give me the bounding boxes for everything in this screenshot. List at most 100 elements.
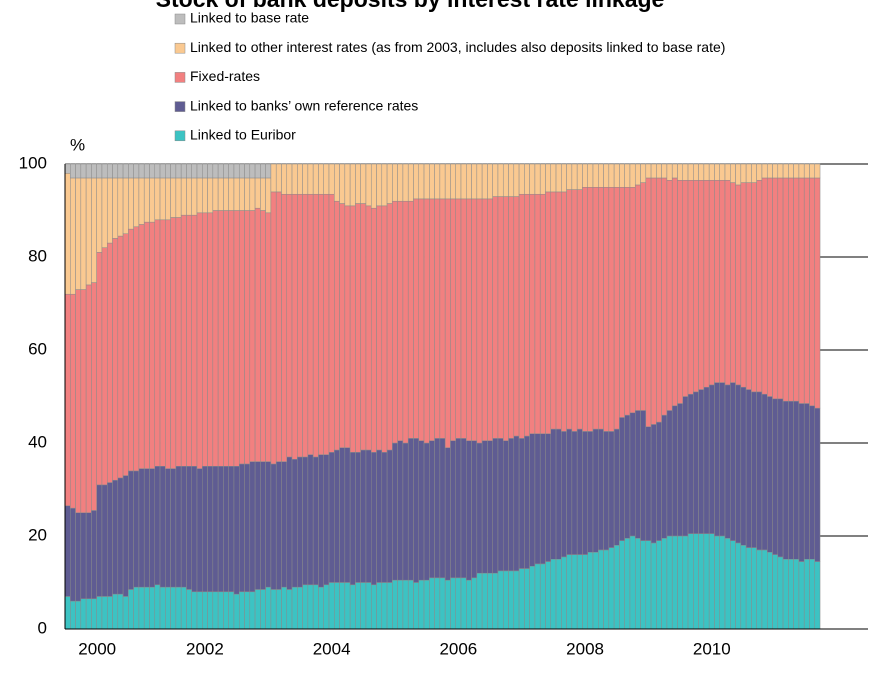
bar-segment bbox=[180, 214, 187, 467]
bar-segment bbox=[80, 177, 87, 290]
bar-segment bbox=[766, 396, 773, 553]
bar-segment bbox=[133, 163, 140, 179]
bar-segment bbox=[788, 163, 794, 179]
bar-segment bbox=[518, 438, 525, 569]
bar-segment bbox=[439, 163, 446, 200]
bar-segment bbox=[434, 198, 441, 439]
bar-segment bbox=[312, 584, 319, 630]
bar-segment bbox=[397, 163, 404, 202]
bar-segment bbox=[233, 593, 240, 630]
bar-segment bbox=[318, 454, 324, 588]
bar-segment bbox=[170, 468, 177, 588]
bar-segment bbox=[101, 484, 108, 597]
bar-segment bbox=[117, 235, 124, 479]
bar-segment bbox=[466, 198, 472, 441]
bar-segment bbox=[265, 163, 272, 179]
bar-segment bbox=[117, 177, 124, 237]
bar-segment bbox=[376, 449, 383, 583]
bar-segment bbox=[545, 561, 552, 630]
bar-segment bbox=[603, 187, 610, 432]
bar-segment bbox=[481, 163, 488, 200]
bar-segment bbox=[376, 582, 383, 630]
bar-segment bbox=[312, 456, 319, 586]
bar-segment bbox=[714, 180, 720, 383]
bar-segment bbox=[735, 384, 742, 544]
bar-segment bbox=[682, 535, 689, 630]
bar-segment bbox=[344, 582, 351, 630]
bar-segment bbox=[143, 586, 150, 630]
bar-segment bbox=[64, 505, 71, 597]
bar-segment bbox=[207, 163, 214, 179]
bar-segment bbox=[534, 433, 541, 565]
bar-segment bbox=[608, 163, 615, 188]
bar-segment bbox=[460, 438, 467, 579]
bar-segment bbox=[613, 545, 620, 630]
bar-segment bbox=[154, 584, 161, 630]
bar-segment bbox=[766, 177, 773, 397]
bar-segment bbox=[471, 198, 478, 441]
bar-segment bbox=[122, 163, 129, 179]
bar-segment bbox=[756, 549, 763, 630]
bar-segment bbox=[323, 584, 330, 630]
bar-segment bbox=[386, 582, 393, 630]
bar-segment bbox=[513, 163, 520, 197]
bar-segment bbox=[165, 586, 171, 630]
bar-segment bbox=[566, 428, 573, 555]
bar-segment bbox=[798, 561, 805, 630]
bar-segment bbox=[212, 591, 219, 630]
bar-segment bbox=[502, 196, 509, 441]
bar-segment bbox=[698, 533, 705, 630]
bar-segment bbox=[782, 400, 789, 560]
bar-segment bbox=[149, 468, 156, 588]
bar-segment bbox=[682, 163, 689, 181]
bar-segment bbox=[539, 163, 546, 195]
bar-segment bbox=[149, 163, 156, 179]
bar-segment bbox=[439, 198, 446, 439]
bar-segment bbox=[576, 189, 583, 430]
bar-segment bbox=[466, 163, 472, 200]
bar-segment bbox=[91, 598, 97, 630]
bar-segment bbox=[186, 177, 192, 216]
bar-segment bbox=[677, 403, 684, 537]
bar-segment bbox=[143, 177, 150, 223]
bar-segment bbox=[402, 442, 409, 581]
bar-segment bbox=[355, 452, 361, 583]
bar-segment bbox=[318, 193, 324, 455]
bar-segment bbox=[508, 438, 515, 572]
bar-segment bbox=[777, 556, 784, 630]
bar-segment bbox=[101, 163, 108, 179]
bar-segment bbox=[487, 163, 493, 200]
bar-segment bbox=[365, 449, 372, 583]
bar-segment bbox=[318, 163, 324, 195]
bar-segment bbox=[238, 591, 245, 630]
bar-segment bbox=[587, 163, 594, 188]
bar-segment bbox=[175, 466, 182, 588]
bar-segment bbox=[793, 400, 800, 560]
bar-segment bbox=[418, 440, 425, 581]
bar-segment bbox=[413, 198, 420, 439]
x-tick-label: 2002 bbox=[186, 639, 224, 658]
bar-segment bbox=[228, 591, 235, 630]
bar-segment bbox=[70, 507, 76, 602]
bar-segment bbox=[666, 535, 673, 630]
bar-segment bbox=[244, 177, 251, 211]
y-axis-label: % bbox=[70, 135, 85, 154]
bar-segment bbox=[571, 163, 578, 190]
bar-segment bbox=[629, 412, 636, 537]
bar-segment bbox=[244, 210, 251, 465]
bar-segment bbox=[761, 549, 768, 630]
bar-segment bbox=[270, 163, 277, 193]
bar-segment bbox=[260, 210, 266, 462]
bar-segment bbox=[687, 180, 694, 395]
bar-segment bbox=[80, 289, 87, 513]
bar-segment bbox=[508, 163, 515, 197]
bar-segment bbox=[708, 533, 715, 630]
bar-segment bbox=[772, 177, 779, 400]
bar-segment bbox=[349, 452, 356, 586]
bar-segment bbox=[360, 582, 367, 630]
bar-segment bbox=[571, 189, 578, 432]
bar-segment bbox=[122, 596, 129, 630]
bar-segment bbox=[582, 163, 588, 188]
bar-segment bbox=[534, 563, 541, 630]
bar-segment bbox=[418, 579, 425, 630]
